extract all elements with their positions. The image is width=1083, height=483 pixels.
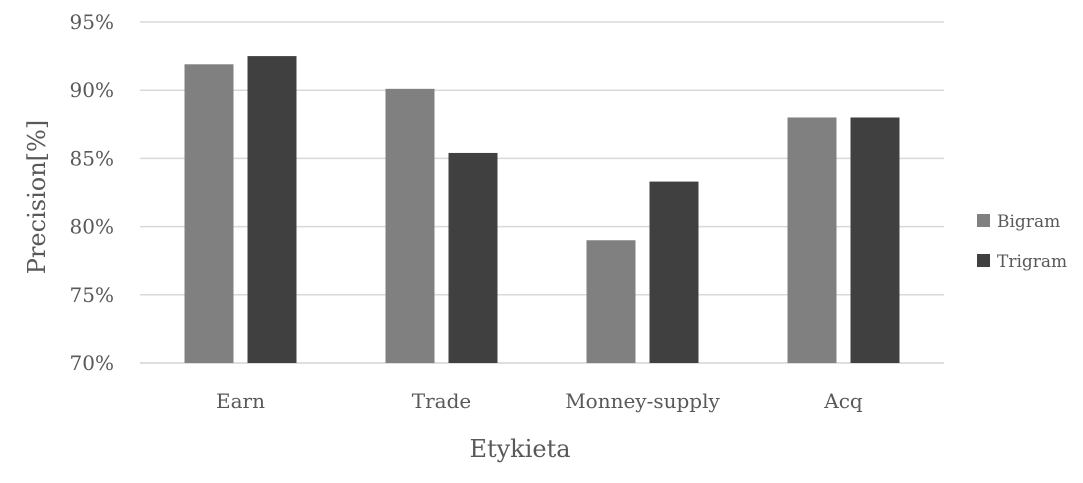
bar-trigram-earn	[247, 56, 297, 363]
bar-bigram-trade	[385, 88, 435, 363]
x-category-label: Trade	[412, 389, 471, 413]
legend: Bigram Trigram	[977, 212, 1067, 272]
x-axis-categories: Earn Trade Monney-supply Acq	[216, 389, 863, 413]
y-axis-ticks: 70% 75% 80% 85% 90% 95%	[70, 10, 114, 375]
legend-label-bigram: Bigram	[997, 212, 1060, 232]
x-axis-title: Etykieta	[469, 435, 570, 463]
bar-trigram-acq	[850, 117, 900, 363]
y-tick-label: 90%	[70, 78, 114, 102]
y-tick-label: 75%	[70, 283, 114, 307]
bars	[184, 56, 900, 363]
bar-bigram-earn	[184, 64, 234, 363]
bar-trigram-trade	[448, 152, 498, 363]
y-tick-label: 95%	[70, 10, 114, 34]
legend-swatch-bigram	[977, 214, 990, 227]
x-category-label: Monney-supply	[565, 389, 720, 413]
y-tick-label: 70%	[70, 351, 114, 375]
y-tick-label: 80%	[70, 215, 114, 239]
legend-swatch-trigram	[977, 254, 990, 267]
x-category-label: Acq	[823, 389, 863, 413]
y-axis-title: Precision[%]	[23, 120, 51, 274]
x-category-label: Earn	[216, 389, 265, 413]
y-tick-label: 85%	[70, 146, 114, 170]
legend-label-trigram: Trigram	[997, 252, 1067, 272]
bar-bigram-monney-supply	[586, 240, 636, 363]
bar-trigram-monney-supply	[649, 181, 699, 363]
bar-bigram-acq	[787, 117, 837, 363]
